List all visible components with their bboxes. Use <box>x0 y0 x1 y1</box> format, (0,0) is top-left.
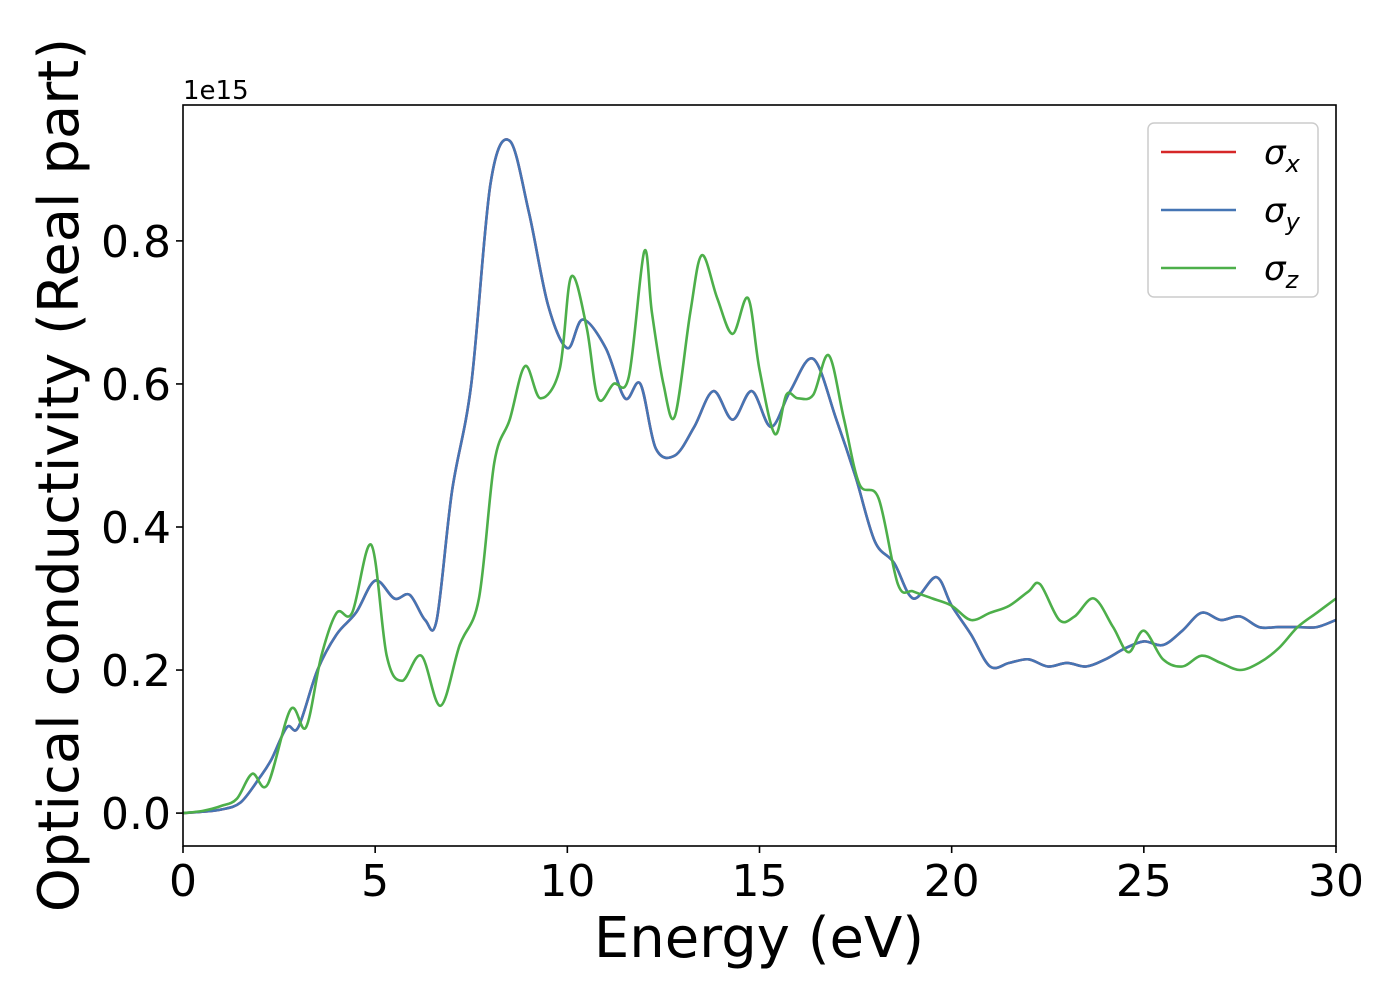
x-axis-title: Energy (eV) <box>594 906 924 971</box>
x-tick-label: 0 <box>169 856 197 907</box>
legend-label-y: σy <box>1264 191 1301 236</box>
legend-label-z: σz <box>1264 249 1300 294</box>
x-tick-label: 25 <box>1116 856 1172 907</box>
y-axis-title: Optical conductivity (Real part) <box>27 38 92 912</box>
x-tick-label: 30 <box>1308 856 1364 907</box>
y-tick-label: 0.0 <box>101 789 171 840</box>
y-tick-label: 0.8 <box>101 217 171 268</box>
x-axis: 0 5 10 15 20 25 30 <box>169 846 1364 907</box>
y-tick-label: 0.4 <box>101 503 171 554</box>
y-axis: 0.0 0.2 0.4 0.6 0.8 <box>101 217 183 840</box>
y-tick-label: 0.2 <box>101 646 171 697</box>
x-tick-label: 15 <box>732 856 788 907</box>
series-layer <box>183 138 1336 815</box>
y-tick-label: 0.6 <box>101 360 171 411</box>
x-tick-label: 20 <box>924 856 980 907</box>
x-tick-label: 5 <box>361 856 389 907</box>
series-line-y <box>183 138 1336 815</box>
x-tick-label: 10 <box>539 856 595 907</box>
legend: σx σy σz <box>1147 122 1319 298</box>
y-axis-offset-text: 1e15 <box>183 76 249 106</box>
series-line-z <box>183 248 1336 815</box>
legend-label-x: σx <box>1264 133 1301 178</box>
